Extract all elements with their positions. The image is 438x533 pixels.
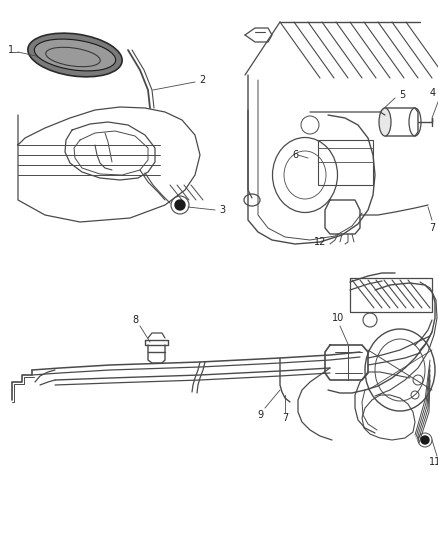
Ellipse shape	[28, 33, 122, 77]
Text: 2: 2	[199, 75, 205, 85]
Circle shape	[421, 436, 429, 444]
Text: 11: 11	[429, 457, 438, 467]
Text: 7: 7	[282, 413, 288, 423]
Text: 12: 12	[314, 237, 326, 247]
Text: 6: 6	[292, 150, 298, 160]
Text: 4: 4	[430, 88, 436, 98]
Text: 5: 5	[399, 90, 405, 100]
Circle shape	[175, 200, 185, 210]
Text: 9: 9	[257, 410, 263, 420]
Text: 3: 3	[219, 205, 225, 215]
Text: 1: 1	[8, 45, 14, 55]
Text: 7: 7	[429, 223, 435, 233]
Ellipse shape	[34, 39, 116, 71]
Bar	[318, 140, 373, 185]
Text: 8: 8	[132, 315, 138, 325]
Text: 10: 10	[332, 313, 344, 323]
Ellipse shape	[379, 108, 391, 136]
